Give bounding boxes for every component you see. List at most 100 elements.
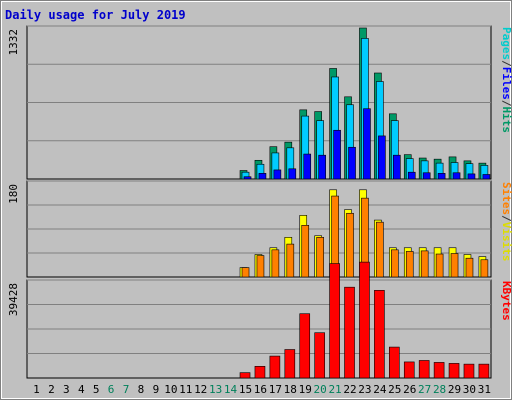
legend-item: Hits xyxy=(500,107,512,134)
bar-sites xyxy=(391,249,399,278)
bar-pages xyxy=(407,171,416,180)
bar-pages xyxy=(348,146,356,180)
bar-kbytes xyxy=(359,261,370,379)
chart-title: Daily usage for July 2019 xyxy=(5,8,186,22)
x-tick-label: 11 xyxy=(179,383,192,396)
bar-sites xyxy=(286,243,295,278)
legend-item: Pages xyxy=(500,27,512,60)
legend-item: Sites xyxy=(500,182,512,215)
bar-kbytes xyxy=(314,332,325,379)
x-tick-label: 15 xyxy=(239,383,252,396)
legend-item: / xyxy=(500,60,512,67)
x-tick-label: 14 xyxy=(224,383,238,396)
bar-pages xyxy=(258,173,267,180)
bar-kbytes xyxy=(389,346,400,379)
bar-pages xyxy=(363,108,371,180)
panel-hits: 1332 Pages/Files/Hits xyxy=(7,25,512,180)
bar-kbytes xyxy=(478,363,490,379)
bar-pages xyxy=(288,168,297,180)
x-tick-label: 21 xyxy=(328,383,341,396)
panel-kbytes: 39428 KBytes xyxy=(7,261,512,379)
bar-sites xyxy=(420,250,429,278)
bar-sites xyxy=(405,251,414,278)
x-tick-label: 22 xyxy=(343,383,356,396)
legend-visits: Sites/Visits xyxy=(500,182,512,262)
bar-kbytes xyxy=(463,363,475,379)
bar-sites xyxy=(450,253,459,278)
x-tick-label: 26 xyxy=(403,383,416,396)
x-tick-label: 19 xyxy=(299,383,312,396)
panel-visits: 180 Sites/Visits xyxy=(7,180,512,278)
x-tick-label: 16 xyxy=(254,383,267,396)
bar-sites xyxy=(316,237,324,278)
bar-pages xyxy=(422,172,431,180)
legend-hits: Pages/Files/Hits xyxy=(500,27,512,133)
bar-sites xyxy=(346,212,354,278)
bar-sites xyxy=(256,255,265,278)
legend-item: KBytes xyxy=(500,281,512,321)
x-tick-label: 24 xyxy=(373,383,387,396)
bar-pages xyxy=(318,154,326,180)
x-tick-label: 5 xyxy=(93,383,100,396)
bar-sites xyxy=(480,259,489,278)
bar-pages xyxy=(393,154,401,180)
legend-item: Visits xyxy=(500,222,512,262)
bar-pages xyxy=(243,176,252,180)
bar-kbytes xyxy=(269,355,281,379)
x-tick-label: 4 xyxy=(78,383,85,396)
x-tick-labels: 1 2 3 4 5 6 7 8 9 10 11 12 13 14 15 16 17 18 19 20 21 22 23 24 2… xyxy=(33,383,491,396)
x-tick-label: 3 xyxy=(63,383,70,396)
x-tick-label: 18 xyxy=(284,383,297,396)
y-max-label: 180 xyxy=(7,184,20,204)
bar-kbytes xyxy=(284,349,296,379)
x-tick-label: 28 xyxy=(433,383,446,396)
bar-kbytes xyxy=(403,361,415,379)
x-tick-label: 1 xyxy=(33,383,40,396)
bar-pages xyxy=(452,172,461,180)
legend-item: / xyxy=(500,215,512,222)
bar-kbytes xyxy=(239,372,251,379)
x-tick-label: 9 xyxy=(153,383,160,396)
x-tick-label: 12 xyxy=(194,383,207,396)
x-tick-label: 10 xyxy=(164,383,177,396)
bar-kbytes xyxy=(329,263,340,379)
bar-pages xyxy=(482,174,491,180)
bar-sites xyxy=(435,253,444,278)
y-max-label: 39428 xyxy=(7,283,20,316)
x-tick-label: 13 xyxy=(209,383,222,396)
x-tick-label: 30 xyxy=(463,383,476,396)
bar-kbytes xyxy=(344,286,355,379)
x-tick-label: 29 xyxy=(448,383,461,396)
legend-kbytes: KBytes xyxy=(500,281,512,321)
legend-item: Files xyxy=(500,67,512,100)
bar-sites xyxy=(271,249,280,278)
bar-kbytes xyxy=(448,363,460,379)
x-tick-label: 6 xyxy=(108,383,115,396)
x-tick-label: 23 xyxy=(358,383,371,396)
bar-pages xyxy=(378,135,386,180)
bar-pages xyxy=(333,129,341,180)
bar-sites xyxy=(376,221,384,278)
legend-item: / xyxy=(500,100,512,107)
x-tick-label: 7 xyxy=(123,383,130,396)
bar-pages xyxy=(273,169,282,180)
x-tick-label: 25 xyxy=(388,383,401,396)
bar-kbytes xyxy=(433,362,445,379)
bar-sites xyxy=(241,267,250,278)
y-max-label: 1332 xyxy=(7,29,20,56)
x-tick-label: 27 xyxy=(418,383,431,396)
bar-pages xyxy=(437,173,446,180)
x-tick-label: 17 xyxy=(269,383,282,396)
x-tick-label: 20 xyxy=(314,383,327,396)
bar-kbytes xyxy=(374,290,385,379)
bar-pages xyxy=(467,173,476,180)
bar-sites xyxy=(465,257,474,278)
bar-kbytes xyxy=(299,313,311,379)
x-tick-label: 8 xyxy=(138,383,145,396)
bar-kbytes xyxy=(418,360,430,379)
bar-kbytes xyxy=(254,366,266,379)
